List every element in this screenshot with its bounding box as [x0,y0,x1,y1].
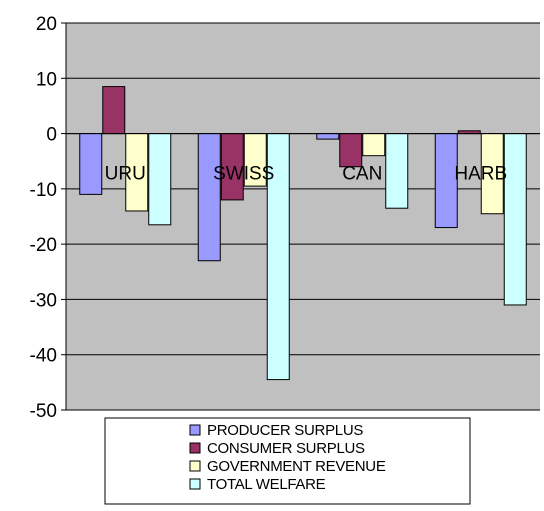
bar-producer-surplus-uru [79,133,103,195]
legend-swatch [189,424,201,436]
legend-label: GOVERNMENT REVENUE [207,458,386,475]
legend-label: CONSUMER SURPLUS [207,440,365,457]
bar-government-revenue-can [362,133,386,157]
bar-producer-surplus-can [316,133,340,140]
category-label: CAN [342,164,382,185]
category-label: URU [105,164,146,185]
bar-producer-surplus-swiss [197,133,221,262]
y-tick-label: 0 [46,125,57,146]
y-tick-label: -20 [30,235,57,256]
category-labels: URU SWISS CAN HARB [105,164,507,185]
y-tick-label: -50 [30,401,57,422]
category-label: SWISS [213,164,274,185]
legend-swatch [189,442,201,454]
bars [79,86,527,381]
y-axis-ticks: 20 10 0 -10 -20 -30 -40 -50 [30,14,66,422]
y-tick-label: 10 [36,69,57,90]
legend-swatch [189,460,201,472]
bar-consumer-surplus-uru [102,86,126,135]
legend-label: TOTAL WELFARE [207,476,326,493]
y-tick-label: -30 [30,290,57,311]
bar-total-welfare-can [385,133,409,209]
bar-total-welfare-harb [503,133,527,306]
bar-total-welfare-uru [148,133,172,226]
y-tick-label: 20 [36,14,57,35]
plot-area [66,23,540,410]
legend-box [104,417,471,505]
legend-label: PRODUCER SURPLUS [207,422,363,439]
category-label: HARB [454,164,507,185]
bar-consumer-surplus-can [339,133,363,168]
legend-swatch [189,478,201,490]
y-tick-label: -10 [30,180,57,201]
y-tick-label: -40 [30,346,57,367]
